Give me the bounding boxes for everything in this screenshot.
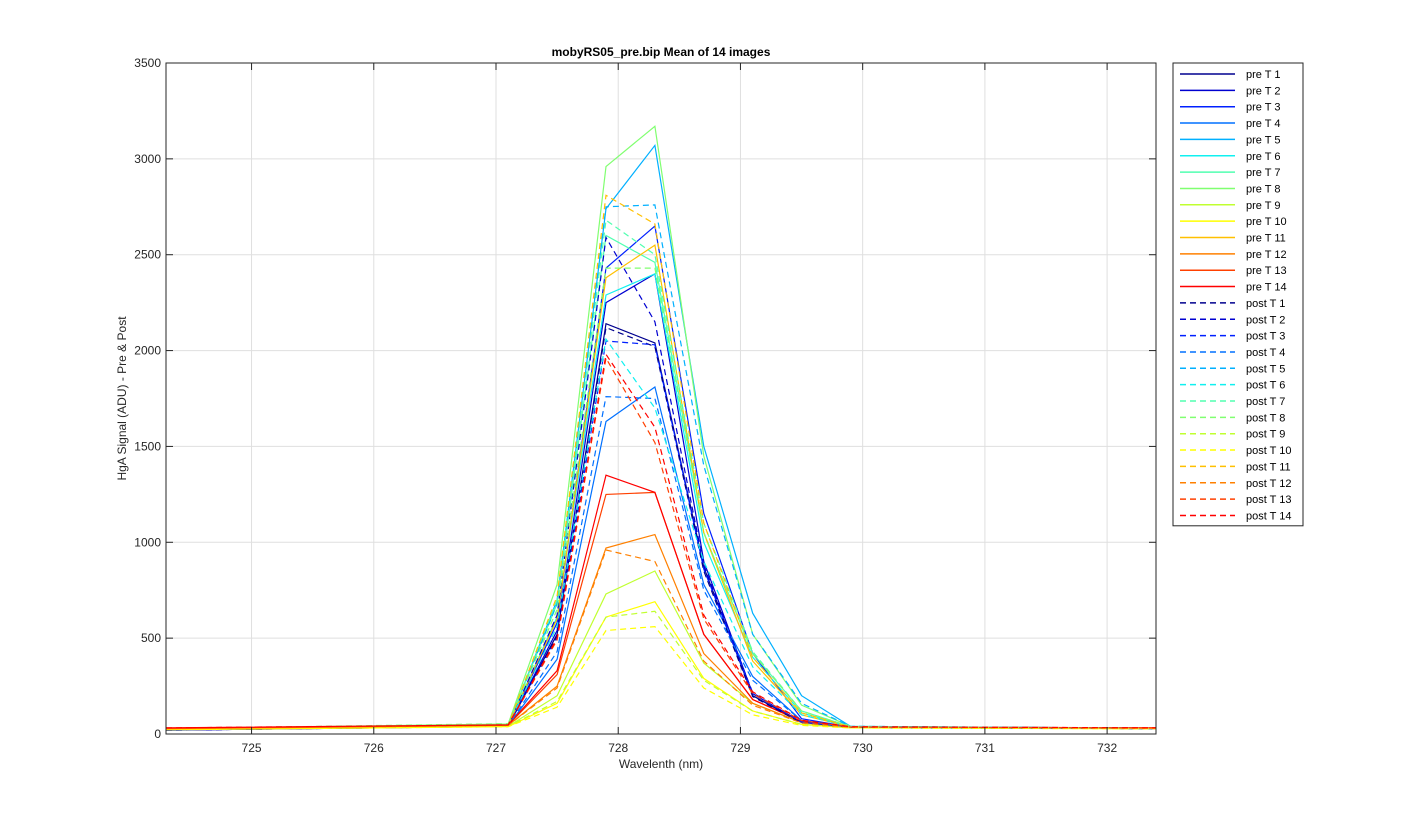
y-ticks: 0 500 1000 1500 2000 2500 3000 3500 — [134, 56, 1156, 741]
series-line — [165, 204, 1157, 730]
x-tick-label: 732 — [1097, 741, 1117, 755]
legend-entry: post T 13 — [1246, 494, 1291, 506]
series-line — [165, 570, 1157, 730]
series-line — [165, 326, 1157, 731]
legend-entry: post T 6 — [1246, 380, 1285, 392]
series-line — [165, 533, 1157, 730]
y-axis-label: HgA Signal (ADU) - Pre & Post — [115, 316, 129, 481]
y-tick-label: 500 — [141, 631, 161, 645]
series-line — [165, 194, 1157, 730]
legend-entry: pre T 13 — [1246, 265, 1287, 277]
legend-entry: pre T 3 — [1246, 102, 1280, 114]
legend-entry: post T 12 — [1246, 478, 1291, 490]
chart-title: mobyRS05_pre.bip Mean of 14 images — [552, 45, 771, 59]
series-line — [165, 272, 1157, 731]
x-tick-label: 725 — [242, 741, 262, 755]
series-line — [165, 340, 1157, 731]
legend-entry: post T 4 — [1246, 347, 1285, 359]
series-line — [165, 125, 1157, 730]
legend-entry: pre T 12 — [1246, 249, 1287, 261]
y-tick-label: 1000 — [134, 535, 161, 549]
y-tick-label: 2000 — [134, 344, 161, 358]
x-tick-label: 728 — [608, 741, 628, 755]
series-line — [165, 337, 1157, 730]
x-ticks: 725 726 727 728 729 730 731 732 — [242, 63, 1117, 755]
y-tick-label: 1500 — [134, 439, 161, 453]
legend-entry: pre T 8 — [1246, 183, 1280, 195]
legend-entry: post T 14 — [1246, 510, 1291, 522]
x-axis-label: Wavelenth (nm) — [619, 757, 703, 771]
legend-entry: post T 7 — [1246, 396, 1285, 408]
legend-entry: post T 5 — [1246, 363, 1285, 375]
series-line — [165, 352, 1157, 729]
axes-box — [165, 62, 1157, 735]
legend-entry: post T 8 — [1246, 412, 1285, 424]
series-lines — [165, 125, 1157, 731]
legend-entry: pre T 7 — [1246, 167, 1280, 179]
series-line — [165, 273, 1157, 730]
legend-entry: post T 9 — [1246, 429, 1285, 441]
series-line — [165, 625, 1157, 731]
x-tick-label: 730 — [853, 741, 873, 755]
series-line — [165, 322, 1157, 731]
x-tick-label: 727 — [486, 741, 506, 755]
y-tick-label: 3000 — [134, 152, 161, 166]
legend-entry: post T 1 — [1246, 298, 1285, 310]
legend-entry: pre T 11 — [1246, 233, 1286, 245]
series-line — [165, 386, 1157, 731]
legend-entry: pre T 1 — [1246, 69, 1280, 81]
series-line — [165, 244, 1157, 730]
legend-entry: pre T 4 — [1246, 118, 1280, 130]
series-line — [165, 235, 1157, 731]
y-tick-label: 2500 — [134, 248, 161, 262]
legend-entry: post T 10 — [1246, 445, 1291, 457]
legend-entry: post T 3 — [1246, 331, 1285, 343]
legend-entry: pre T 14 — [1246, 282, 1287, 294]
series-line — [165, 549, 1157, 730]
y-tick-label: 3500 — [134, 56, 161, 70]
series-line — [165, 610, 1157, 730]
legend-entry: pre T 6 — [1246, 151, 1280, 163]
y-tick-label: 0 — [154, 727, 161, 741]
grid-lines — [166, 63, 1156, 734]
x-tick-label: 729 — [730, 741, 750, 755]
legend-entry: pre T 10 — [1246, 216, 1287, 228]
series-line — [165, 474, 1157, 729]
legend-entry: pre T 2 — [1246, 85, 1280, 97]
x-tick-label: 726 — [364, 741, 384, 755]
x-tick-label: 731 — [975, 741, 995, 755]
legend-entry: post T 2 — [1246, 314, 1285, 326]
series-line — [165, 267, 1157, 730]
legend-entry: post T 11 — [1246, 461, 1291, 473]
legend-entry: pre T 9 — [1246, 200, 1280, 212]
legend-entry: pre T 5 — [1246, 134, 1280, 146]
legend: pre T 1 pre T 2 pre T 3 pre T 4 pre T 5 pre T… — [1172, 62, 1304, 527]
series-line — [165, 143, 1157, 730]
